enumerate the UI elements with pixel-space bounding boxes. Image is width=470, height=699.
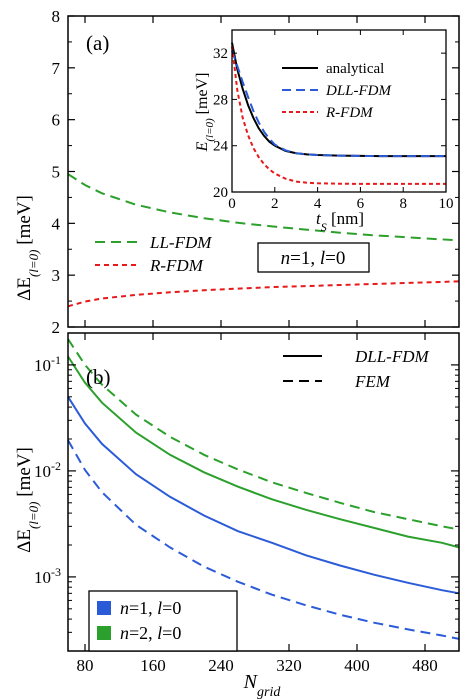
panel-b-axes: 10-3 10-2 10-1 80 160 240 320 400 480 [34,332,460,675]
series-line-n-2-l-0-dll-fdm [67,355,460,549]
inset-series-line-r-fdm [231,46,446,185]
panel-b-x-tick-label: 240 [208,656,234,675]
legend-label-n1: n=1, l=0 [120,598,181,618]
panel-a-y-tick-label: 3 [52,266,61,285]
panel-b-y-tick-label: 10-2 [34,459,61,481]
panel-a-y-axis-title: ΔE(l=0) [meV] [14,195,41,301]
inset-y-tick-label: 20 [213,185,228,201]
panel-a-annotation-box: n=1, l=0 [257,242,370,273]
inset-x-tick-label: 10 [439,196,454,212]
panel-b-method-legend: DLL-FDM FEM [283,347,430,391]
inset-x-tick-label: 0 [228,196,236,212]
inset-legend-label-analytical: analytical [326,61,384,77]
legend-label-ll-fdm: LL-FDM [149,233,212,252]
legend-swatch-n2 [97,626,111,640]
legend-label-n2: n=2, l=0 [120,623,181,643]
inset-x-tick-label: 8 [399,196,407,212]
inset-x-tick-label: 2 [271,196,279,212]
legend-label-fem-method: FEM [354,372,391,391]
inset-legend-label-r-fdm: R-FDM [325,105,374,121]
legend-label-dll-fdm-method: DLL-FDM [354,347,430,366]
series-line-ll-fdm [67,173,460,242]
panel-a-y-tick-label: 8 [52,7,61,26]
inset-legend: analytical DLL-FDM R-FDM [282,61,393,121]
panel-b-x-tick-label: 80 [77,656,94,675]
panel-b: 10-3 10-2 10-1 80 160 240 320 400 480 (b) ΔE(l=0… [14,332,460,699]
panel-b-y-axis-title: ΔE(l=0) [meV] [14,447,41,553]
inset-plot-area [231,42,446,185]
panel-b-x-tick-label: 400 [344,656,370,675]
panel-b-x-tick-label: 160 [140,656,166,675]
series-line-n-2-l-0-fem [67,338,460,531]
inset-x-axis-title: tS [nm] [316,209,364,234]
panel-a-y-tick-label: 7 [52,59,61,78]
svg-text:n=1, l=0: n=1, l=0 [281,248,346,269]
panel-b-plot-area [67,338,460,640]
panel-a-label: (a) [86,31,109,55]
inset-y-tick-label: 24 [213,139,229,155]
inset-legend-label-dll-fdm: DLL-FDM [325,83,393,99]
inset-series-line-dll-fdm [231,50,446,158]
inset-x-tick-label: 4 [314,196,322,212]
panel-b-y-tick-label: 10-3 [34,565,61,587]
panel-b-x-tick-label: 320 [276,656,302,675]
panel-b-y-tick-label: 10-1 [34,353,61,375]
panel-b-state-legend: n=1, l=0 n=2, l=0 [88,590,238,652]
panel-a-y-tick-label: 4 [52,214,61,233]
inset-frame [231,29,447,193]
panel-a-plot-area [67,173,460,308]
inset-x-tick-label: 6 [357,196,365,212]
panel-a-y-tick-label: 6 [52,111,61,130]
panel-b-frame [67,332,460,652]
series-line-r-fdm [67,280,460,308]
series-line-n-1-l-0-dll-fdm [67,396,460,595]
inset-y-axis-title: E(l=0) [meV] [194,73,216,153]
inset-y-tick-label: 28 [213,92,228,108]
panel-a-y-tick-label: 5 [52,163,61,182]
panel-a-axes: 2 3 4 5 6 7 8 [52,7,460,337]
legend-swatch-n1 [97,601,111,615]
panel-b-label: (b) [86,365,111,389]
panel-a: 2 3 4 5 6 7 8 (a) ΔE(l=0) [meV] n=1, l=0 LL-FD… [14,7,460,337]
panel-b-x-axis-title: Ngrid [243,671,282,699]
panel-b-x-tick-label: 480 [412,656,438,675]
panel-a-legend: LL-FDM R-FDM [95,233,212,275]
inset-y-tick-label: 32 [213,46,228,62]
series-line-n-1-l-0-fem [67,439,460,640]
panel-a-y-tick-label: 2 [52,318,61,337]
legend-label-r-fdm: R-FDM [149,256,204,275]
